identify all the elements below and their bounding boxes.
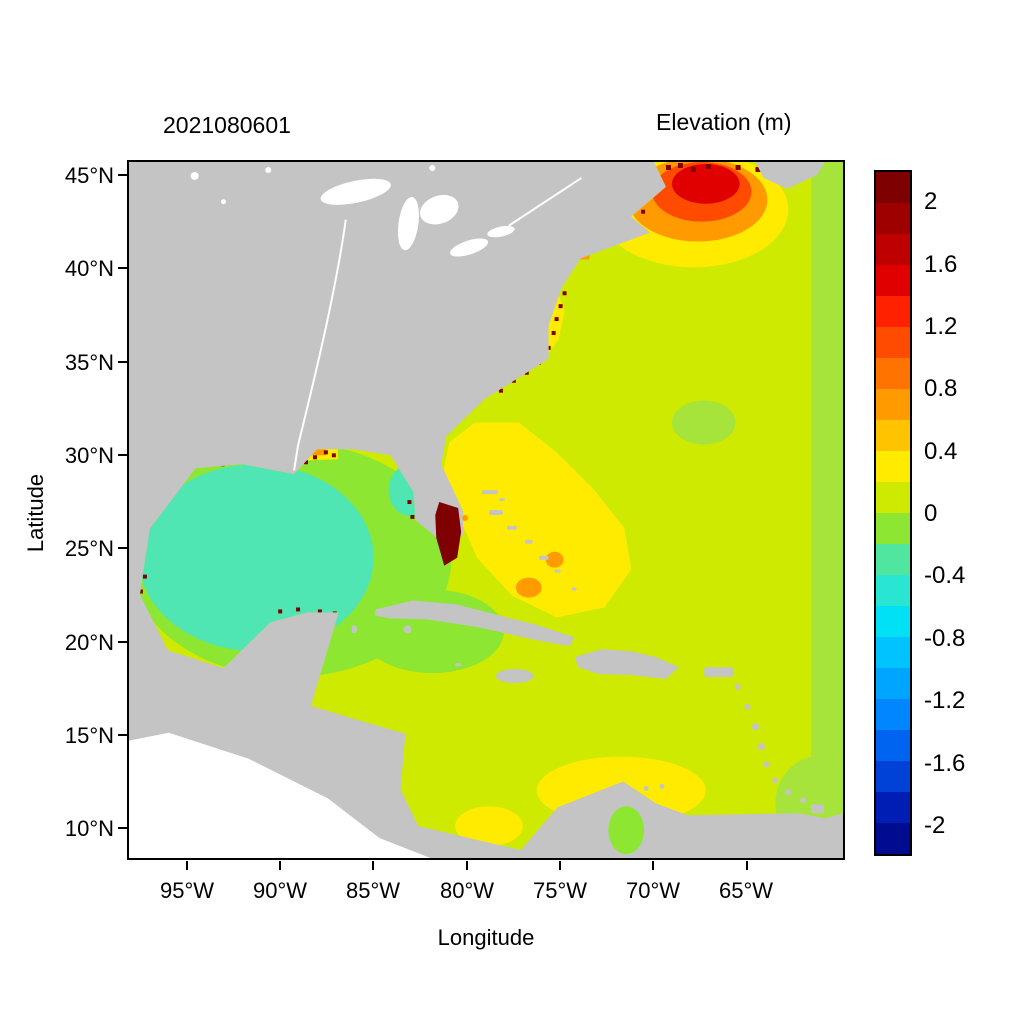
run-id-title: 2021080601 [163,112,291,138]
colorbar-segment [876,327,910,358]
colorbar-label: 0 [924,500,938,527]
y-tick-label: 35°N [64,350,114,375]
colorbar-segment [876,761,910,792]
colorbar-segment [876,451,910,482]
islands [351,490,825,814]
x-tick-label: 70°W [625,878,681,903]
colorbar-segment [876,358,910,389]
mid-atlantic-green-patch [671,400,736,445]
y-tick-label: 30°N [64,443,114,468]
colorbar-segment [876,296,910,327]
x-tick-mark [186,861,188,870]
colorbar-segment [876,389,910,420]
southeast-yellow-band [443,422,632,618]
y-tick-mark [118,454,127,456]
colorbar-segment [876,730,910,761]
x-tick-label: 65°W [718,878,774,903]
colorbar-label: -2 [924,812,946,839]
y-axis-label: Latitude [23,473,48,553]
y-tick-label: 40°N [64,256,114,281]
east-edge-strip [811,162,843,851]
colorbar-segment [876,482,910,513]
colorbar-segment [876,265,910,296]
colorbar-segment [876,637,910,668]
nova-scotia-land [755,162,826,189]
x-tick-mark [372,861,374,870]
y-tick-mark [118,547,127,549]
x-tick-mark [279,861,281,870]
colorbar-segment [876,172,910,203]
lake-maracaibo [608,806,645,855]
colorbar-label: 0.4 [924,438,958,465]
lesser-antilles-islands [643,684,825,814]
cuba-island [374,600,575,647]
colorbar-segment [876,513,910,544]
colorbar-label: -1.2 [924,687,966,714]
rivers [293,177,583,471]
florida-inland-waters [435,502,469,566]
yucatan-channel-green [360,589,504,674]
bahamas-islands [482,490,577,591]
colorbar-label: 1.6 [924,251,958,278]
jamaica-island [495,669,534,684]
y-tick-label: 25°N [64,536,114,561]
lake-superior [320,178,391,205]
y-tick-label: 15°N [64,723,114,748]
colorbar-segment [876,606,910,637]
colorbar-label: 0.8 [924,375,958,402]
colorbar-label: 1.2 [924,313,958,340]
st-lawrence-river [508,177,583,227]
colorbar-segment [876,668,910,699]
colorbar-segment [876,823,910,854]
colorbar [874,170,912,856]
y-tick-label: 20°N [64,630,114,655]
colorbar-label: -0.4 [924,562,966,589]
colorbar-title: Elevation (m) [656,109,792,135]
colorbar-label: -1.6 [924,750,966,777]
gulf-teal-core [139,464,374,652]
x-tick-label: 75°W [532,878,588,903]
no-data-pacific [129,732,431,858]
mississippi-river [293,219,347,471]
colorbar-segment [876,544,910,575]
y-tick-mark [118,734,127,736]
elevation-map [129,162,843,858]
midatlantic-coast-yellow [543,283,565,353]
x-tick-mark [559,861,561,870]
puerto-rico-island [703,667,734,678]
colorbar-label: -0.8 [924,625,966,652]
colorbar-segment [876,203,910,234]
colorbar-segment [876,234,910,265]
colorbar-segment [876,792,910,823]
x-tick-mark [466,861,468,870]
x-axis-label: Longitude [437,925,535,950]
y-tick-label: 10°N [64,816,114,841]
x-tick-mark [746,861,748,870]
y-tick-label: 45°N [64,163,114,188]
x-tick-label: 90°W [252,878,308,903]
y-tick-mark [118,827,127,829]
x-tick-label: 85°W [345,878,401,903]
x-tick-label: 80°W [439,878,495,903]
hispaniola-island [574,649,679,680]
lake-michigan [397,197,419,251]
colorbar-segment [876,699,910,730]
y-tick-mark [118,267,127,269]
y-tick-mark [118,361,127,363]
y-tick-mark [118,641,127,643]
trinidad-island [811,804,825,814]
x-tick-mark [652,861,654,870]
great-lakes [190,164,515,257]
colorbar-segment [876,575,910,606]
x-tick-label: 95°W [159,878,215,903]
lake-huron [419,194,459,225]
colorbar-segment [876,420,910,451]
lake-erie [450,238,489,257]
bahamas-orange-spot [515,577,542,598]
colorbar-label: 2 [924,188,938,215]
y-tick-mark [118,174,127,176]
map-plot-frame [127,160,845,860]
lake-ontario [487,225,515,238]
panama-yellow-patch [455,806,523,847]
